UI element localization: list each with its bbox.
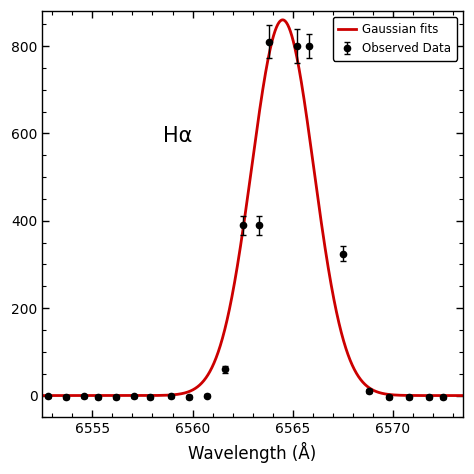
- Gaussian fits: [280, 17, 285, 23]
- Text: Hα: Hα: [163, 126, 192, 146]
- Legend: Gaussian fits, Observed Data: Gaussian fits, Observed Data: [333, 17, 457, 61]
- Gaussian fits: [448, 392, 454, 398]
- Gaussian fits: [371, 388, 376, 393]
- Line: Gaussian fits: Gaussian fits: [42, 20, 463, 395]
- Gaussian fits: [244, 200, 250, 205]
- Gaussian fits: [39, 392, 45, 398]
- Gaussian fits: [61, 392, 67, 398]
- Gaussian fits: [448, 392, 454, 398]
- X-axis label: Wavelength (Å): Wavelength (Å): [189, 442, 317, 463]
- Gaussian fits: [460, 392, 466, 398]
- Gaussian fits: [233, 273, 238, 279]
